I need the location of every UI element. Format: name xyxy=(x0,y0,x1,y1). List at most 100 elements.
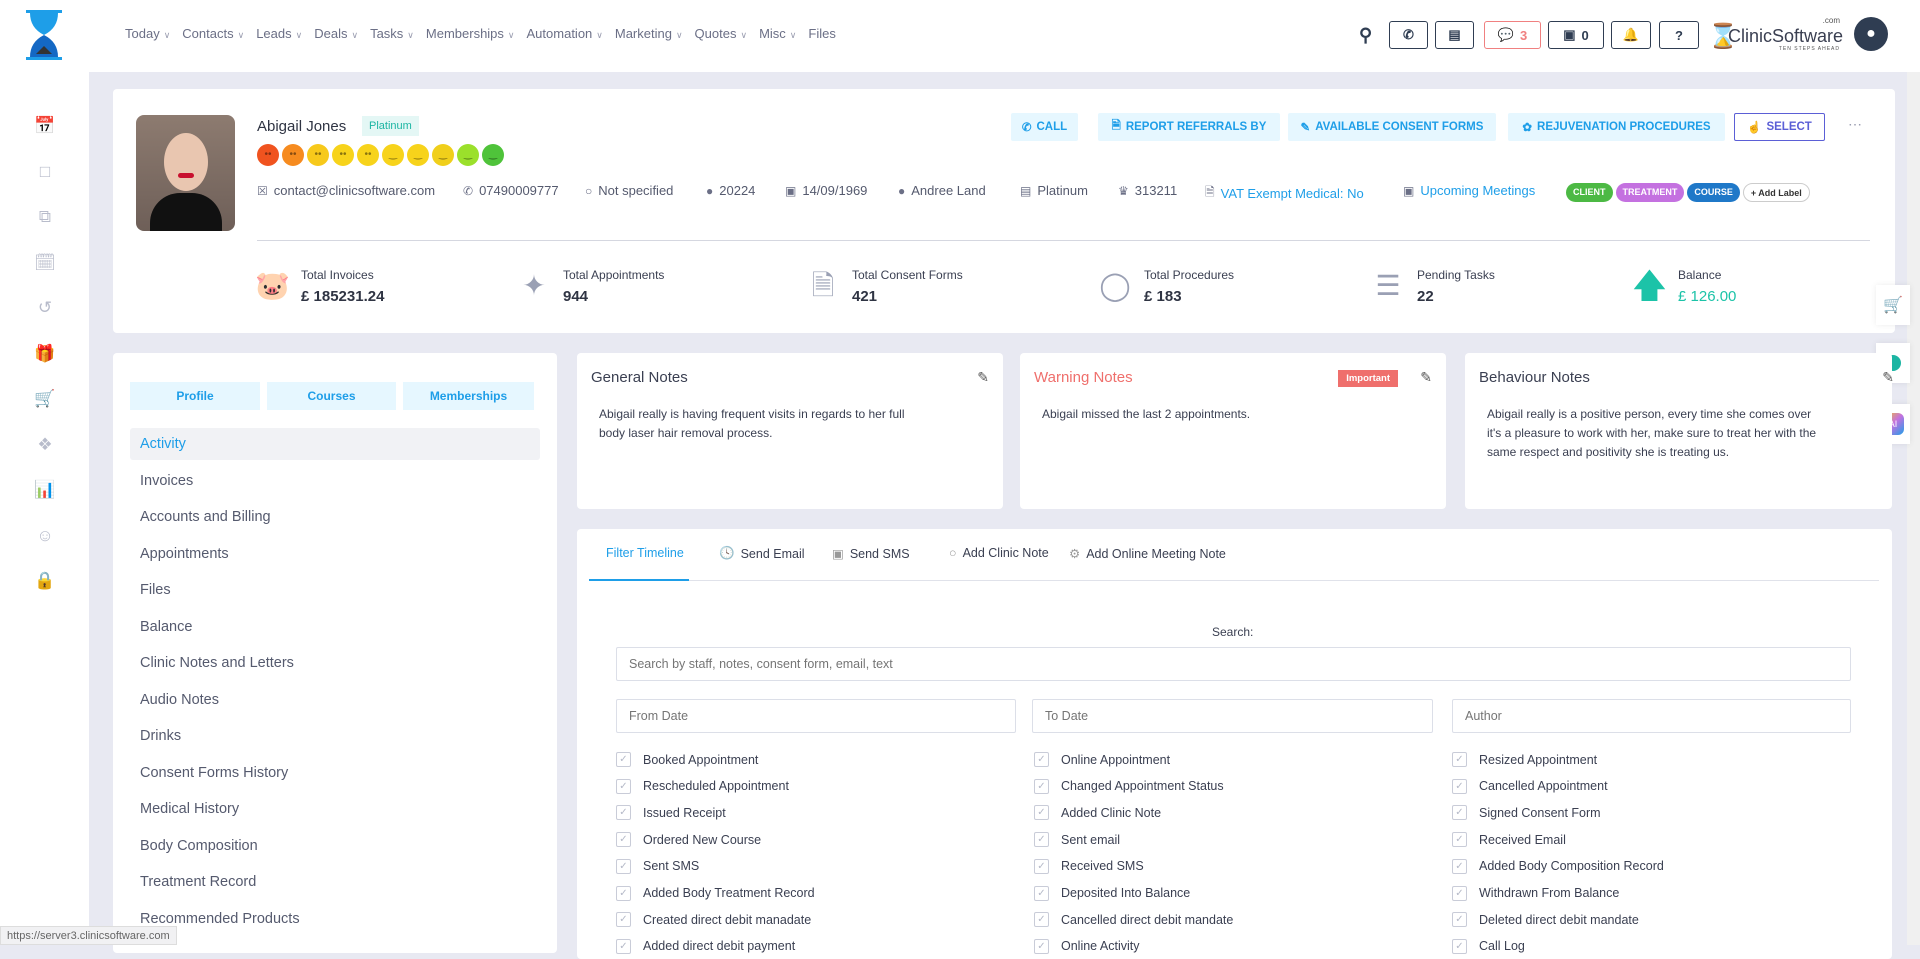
mood-face-icon[interactable]: •• xyxy=(332,144,354,166)
from-date-input[interactable] xyxy=(616,699,1016,733)
mood-rating[interactable]: •• •• •• •• •• ‿ ‿ ‿ ‿ ‿ xyxy=(257,144,507,166)
label-treatment[interactable]: TREATMENT xyxy=(1615,183,1685,202)
tab-add-online-meeting-note[interactable]: ⚙ Add Online Meeting Note xyxy=(1069,546,1226,562)
tab-send-email[interactable]: 🕓 Send Email xyxy=(719,546,805,561)
history-icon[interactable]: ↺ xyxy=(37,298,53,317)
filter-checkbox[interactable]: ✓ Sent SMS xyxy=(616,858,699,874)
filter-checkbox[interactable]: ✓ Changed Appointment Status xyxy=(1034,778,1224,794)
menu-item-appointments[interactable]: Appointments xyxy=(140,545,229,562)
nav-deals[interactable]: Deals ∨ xyxy=(314,26,358,41)
mood-face-icon[interactable]: •• xyxy=(282,144,304,166)
filter-checkbox[interactable]: ✓ Added Body Composition Record xyxy=(1452,858,1664,874)
filter-checkbox[interactable]: ✓ Added direct debit payment xyxy=(616,938,795,954)
mood-face-icon[interactable]: •• xyxy=(307,144,329,166)
rejuvenation-button[interactable]: ✿ REJUVENATION PROCEDURES xyxy=(1508,113,1725,141)
inbox-button[interactable]: ▤ xyxy=(1435,21,1474,49)
copy-icon[interactable]: ⧉ xyxy=(38,207,52,226)
menu-item-invoices[interactable]: Invoices xyxy=(140,472,194,489)
nav-contacts[interactable]: Contacts ∨ xyxy=(182,26,244,41)
nav-misc[interactable]: Misc ∨ xyxy=(759,26,796,41)
help-button[interactable]: ? xyxy=(1659,21,1699,49)
nav-tasks[interactable]: Tasks ∨ xyxy=(370,26,414,41)
notifications-button[interactable]: 🔔 xyxy=(1611,21,1651,49)
menu-item-balance[interactable]: Balance xyxy=(140,618,193,635)
filter-checkbox[interactable]: ✓ Rescheduled Appointment xyxy=(616,778,789,794)
upcoming-meetings-link[interactable]: ▣ Upcoming Meetings xyxy=(1403,183,1536,198)
mood-face-icon[interactable]: ‿ xyxy=(382,144,404,166)
cart-float-button[interactable]: 🛒 xyxy=(1876,285,1910,325)
tag-icon[interactable]: ❖ xyxy=(37,434,53,454)
nav-memberships[interactable]: Memberships ∨ xyxy=(426,26,515,41)
tab-profile[interactable]: Profile xyxy=(130,382,260,410)
filter-checkbox[interactable]: ✓ Signed Consent Form xyxy=(1452,805,1601,821)
menu-item-clinic-notes-and-letters[interactable]: Clinic Notes and Letters xyxy=(140,655,294,671)
filter-checkbox[interactable]: ✓ Call Log xyxy=(1452,938,1525,954)
store-button[interactable]: ▣ 0 xyxy=(1548,21,1604,49)
to-date-input[interactable] xyxy=(1032,699,1433,733)
timeline-search-input[interactable] xyxy=(616,647,1851,681)
filter-checkbox[interactable]: ✓ Online Appointment xyxy=(1034,752,1170,767)
filter-checkbox[interactable]: ✓ Added Body Treatment Record xyxy=(616,885,815,901)
user-circle-icon[interactable]: ☺ xyxy=(36,525,54,545)
filter-checkbox[interactable]: ✓ Received SMS xyxy=(1034,858,1144,874)
nav-leads[interactable]: Leads ∨ xyxy=(256,26,302,41)
filter-checkbox[interactable]: ✓ Ordered New Course xyxy=(616,832,761,848)
menu-item-audio-notes[interactable]: Audio Notes xyxy=(140,691,219,708)
menu-item-drinks[interactable]: Drinks xyxy=(140,728,182,744)
filter-checkbox[interactable]: ✓ Created direct debit manadate xyxy=(616,912,811,928)
menu-item-files[interactable]: Files xyxy=(140,582,171,598)
mood-face-icon[interactable]: ‿ xyxy=(482,144,504,166)
filter-checkbox[interactable]: ✓ Online Activity xyxy=(1034,938,1140,954)
filter-checkbox[interactable]: ✓ Issued Receipt xyxy=(616,805,726,821)
report-icon[interactable]: 📊 xyxy=(34,480,56,499)
label-client[interactable]: CLIENT xyxy=(1566,183,1613,202)
edit-pencil-icon[interactable]: ✎ xyxy=(1882,369,1894,385)
nav-marketing[interactable]: Marketing ∨ xyxy=(615,26,683,41)
search-icon[interactable]: ⚲ xyxy=(1359,25,1373,45)
menu-item-treatment-record[interactable]: Treatment Record xyxy=(140,874,257,890)
calendar-refresh-icon[interactable]: 🗓 xyxy=(34,252,56,272)
filter-checkbox[interactable]: ✓ Cancelled Appointment xyxy=(1452,778,1608,794)
edit-pencil-icon[interactable]: ✎ xyxy=(1420,369,1432,385)
select-button[interactable]: ☝ SELECT xyxy=(1734,113,1825,141)
menu-item-recommended-products[interactable]: Recommended Products xyxy=(140,910,300,927)
lock-icon[interactable]: 🔒 xyxy=(34,571,56,590)
nav-quotes[interactable]: Quotes ∨ xyxy=(695,26,748,41)
tab-memberships[interactable]: Memberships xyxy=(403,382,534,410)
menu-item-activity[interactable]: Activity xyxy=(130,428,540,460)
filter-checkbox[interactable]: ✓ Deposited Into Balance xyxy=(1034,885,1190,901)
vat-exempt-link[interactable]: 🗎 VAT Exempt Medical: No xyxy=(1205,183,1364,204)
author-input[interactable] xyxy=(1452,699,1851,733)
phone-button[interactable]: ✆ xyxy=(1389,21,1428,49)
app-logo[interactable] xyxy=(22,10,67,60)
user-avatar[interactable]: ● xyxy=(1854,17,1888,51)
filter-checkbox[interactable]: ✓ Sent email xyxy=(1034,832,1120,848)
edit-pencil-icon[interactable]: ✎ xyxy=(977,369,989,385)
mood-face-icon[interactable]: •• xyxy=(257,144,279,166)
mood-face-icon[interactable]: ‿ xyxy=(432,144,454,166)
report-referrals-button[interactable]: 🗎 REPORT REFERRALS BY xyxy=(1098,113,1280,141)
label-course[interactable]: COURSE xyxy=(1687,183,1740,202)
gift-icon[interactable]: 🎁 xyxy=(34,343,56,363)
filter-checkbox[interactable]: ✓ Resized Appointment xyxy=(1452,752,1597,767)
calendar-icon[interactable]: 📅 xyxy=(34,116,56,135)
filter-checkbox[interactable]: ✓ Withdrawn From Balance xyxy=(1452,885,1619,901)
add-label-button[interactable]: + Add Label xyxy=(1742,183,1810,202)
scrollbar[interactable] xyxy=(1907,72,1920,945)
menu-item-medical-history[interactable]: Medical History xyxy=(140,801,240,817)
nav-automation[interactable]: Automation ∨ xyxy=(527,26,603,41)
call-button[interactable]: ✆ CALL xyxy=(1011,113,1078,141)
menu-item-consent-forms-history[interactable]: Consent Forms History xyxy=(140,764,289,781)
consent-forms-button[interactable]: ✎ AVAILABLE CONSENT FORMS xyxy=(1288,113,1496,141)
filter-checkbox[interactable]: ✓ Deleted direct debit mandate xyxy=(1452,912,1639,928)
mood-face-icon[interactable]: ‿ xyxy=(407,144,429,166)
filter-checkbox[interactable]: ✓ Booked Appointment xyxy=(616,752,758,767)
nav-today[interactable]: Today ∨ xyxy=(125,26,170,41)
cart-icon[interactable]: 🛒 xyxy=(34,389,56,408)
nav-files[interactable]: Files xyxy=(808,26,835,41)
mood-face-icon[interactable]: ‿ xyxy=(457,144,479,166)
filter-checkbox[interactable]: ✓ Added Clinic Note xyxy=(1034,805,1161,821)
menu-item-body-composition[interactable]: Body Composition xyxy=(140,837,258,854)
cube-icon[interactable]: □ xyxy=(39,161,51,181)
tab-send-sms[interactable]: ▣ Send SMS xyxy=(832,546,910,562)
